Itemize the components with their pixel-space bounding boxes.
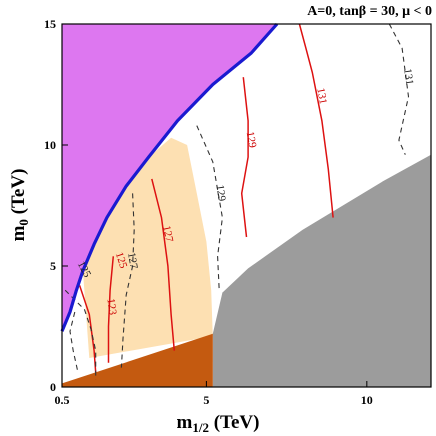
- y-axis-unit: (TeV): [8, 169, 29, 220]
- contour-label-125-0: 125: [113, 251, 130, 271]
- plot-frame: [61, 23, 432, 388]
- axis-ticks: 0.5 5 10 0 5 10 15: [44, 17, 373, 407]
- contour-line-131-solid-3: [298, 23, 334, 218]
- y-tick-label-10: 10: [44, 138, 56, 152]
- y-tick-label-15: 15: [44, 17, 56, 31]
- blue-boundary: [60, 22, 279, 332]
- contour-line-129-solid-2: [240, 77, 249, 238]
- y-axis-subscript: 0: [16, 219, 31, 226]
- contour-label-123-4: 123: [104, 298, 118, 317]
- regions-layer: [62, 24, 431, 387]
- contours-layer: [60, 22, 410, 380]
- x-axis-symbol: m: [177, 412, 193, 433]
- contour-label-127-6: 127: [125, 252, 140, 271]
- violet-region: [62, 24, 277, 332]
- chart-title: A=0, tanβ = 30, μ < 0: [307, 4, 432, 19]
- x-tick-label-10: 10: [361, 393, 373, 407]
- y-tick-label-5: 5: [50, 259, 56, 273]
- x-axis-subscript: 1/2: [192, 420, 209, 435]
- contour-label-131-8: 131: [401, 68, 415, 86]
- contour-label-129-7: 129: [213, 184, 227, 203]
- y-axis-symbol: m: [8, 225, 29, 241]
- contour-line-123-solid-4: [107, 256, 115, 363]
- brown-region: [62, 333, 213, 387]
- contour-label-131-3: 131: [314, 87, 329, 105]
- x-tick-label-0.5: 0.5: [55, 393, 70, 407]
- contour-label-127-1: 127: [160, 225, 175, 244]
- contour-label-129-2: 129: [244, 131, 259, 150]
- contour-line-125-solid-0: [78, 285, 97, 373]
- gray-region: [212, 154, 431, 387]
- x-tick-label-5: 5: [203, 393, 209, 407]
- orange-band: [82, 137, 213, 358]
- y-axis-title: m0 (TeV): [8, 169, 31, 242]
- contour-line-unlabeled-dashed-9: [69, 311, 79, 373]
- contour-line-127-solid-1: [151, 178, 176, 351]
- contour-line-131-dashed-8: [388, 23, 410, 155]
- x-axis-title: m1/2 (TeV): [177, 412, 260, 435]
- contour-line-127-dashed-6: [120, 193, 135, 368]
- contour-line-129-dashed-7: [196, 125, 223, 291]
- y-tick-label-0: 0: [50, 380, 56, 394]
- x-axis-unit: (TeV): [209, 412, 260, 433]
